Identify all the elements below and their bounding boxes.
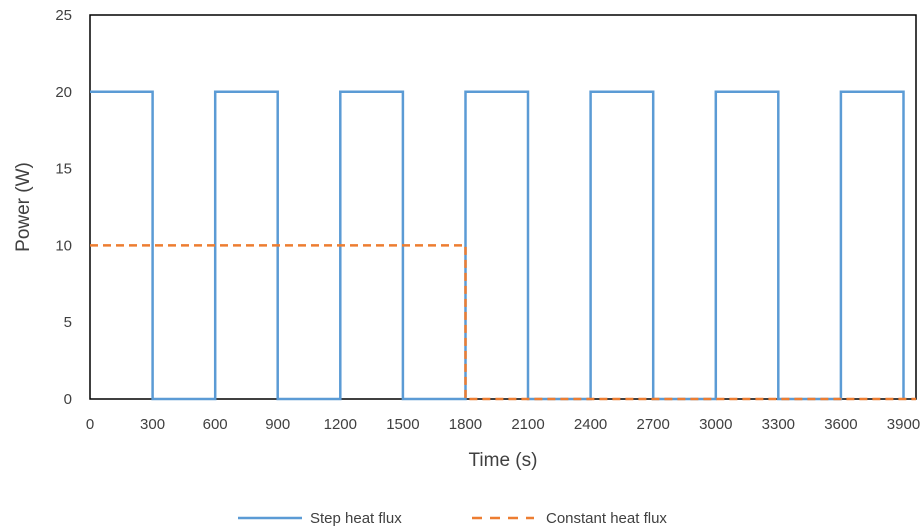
x-tick-label: 0 [86, 416, 94, 433]
x-axis-ticks: 0 300 600 900 1200 1500 1800 2100 2400 2700 3000 33… [86, 416, 920, 433]
y-axis-title: Power (W) [13, 162, 34, 252]
y-tick-label: 15 [55, 161, 72, 178]
x-tick-label: 2700 [636, 416, 669, 433]
x-tick-label: 2100 [511, 416, 544, 433]
x-tick-label: 600 [203, 416, 228, 433]
x-tick-label: 1200 [324, 416, 357, 433]
legend: Step heat flux Constant heat flux [238, 510, 667, 527]
x-tick-label: 3000 [699, 416, 732, 433]
series-layer [90, 90, 916, 401]
x-tick-label: 2400 [574, 416, 607, 433]
plot-area-frame [89, 14, 917, 400]
x-tick-label: 300 [140, 416, 165, 433]
y-tick-label: 25 [55, 7, 72, 24]
x-tick-label: 1500 [386, 416, 419, 433]
series-line-1 [90, 90, 905, 401]
legend-label-1: Step heat flux [310, 510, 402, 527]
y-tick-label: 0 [64, 391, 72, 408]
legend-label-2: Constant heat flux [546, 510, 667, 527]
series-line-2 [90, 244, 916, 401]
x-tick-label: 1800 [449, 416, 482, 433]
y-axis-ticks: 0 5 10 15 20 25 [55, 7, 72, 408]
x-tick-label: 3900 [887, 416, 920, 433]
x-tick-label: 3600 [824, 416, 857, 433]
x-tick-label: 900 [265, 416, 290, 433]
y-tick-label: 5 [64, 314, 72, 331]
x-tick-label: 3300 [762, 416, 795, 433]
y-tick-label: 20 [55, 84, 72, 101]
y-tick-label: 10 [55, 237, 72, 254]
x-axis-title: Time (s) [469, 450, 538, 471]
